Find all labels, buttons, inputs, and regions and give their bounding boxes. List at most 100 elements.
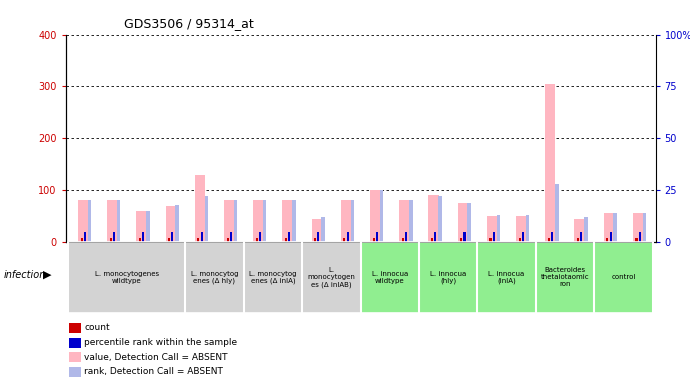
- Bar: [519, 238, 521, 242]
- Bar: [312, 218, 322, 242]
- Text: rank, Detection Call = ABSENT: rank, Detection Call = ABSENT: [84, 367, 223, 376]
- Bar: [580, 232, 582, 242]
- Bar: [107, 200, 117, 242]
- Bar: [545, 84, 555, 242]
- Bar: [594, 242, 653, 313]
- Bar: [201, 232, 203, 242]
- Bar: [346, 232, 348, 242]
- Bar: [467, 202, 471, 242]
- Bar: [405, 232, 407, 242]
- Bar: [317, 232, 319, 242]
- Bar: [166, 206, 176, 242]
- Bar: [204, 196, 208, 242]
- Bar: [88, 200, 91, 242]
- Bar: [633, 214, 643, 242]
- Bar: [186, 242, 244, 313]
- Bar: [516, 216, 526, 242]
- Bar: [551, 232, 553, 242]
- Bar: [175, 205, 179, 242]
- Bar: [285, 238, 287, 242]
- Bar: [230, 232, 232, 242]
- Bar: [117, 200, 121, 242]
- Bar: [226, 238, 228, 242]
- Bar: [577, 238, 579, 242]
- Bar: [139, 238, 141, 242]
- Bar: [197, 238, 199, 242]
- Bar: [639, 232, 641, 242]
- Bar: [604, 214, 614, 242]
- Bar: [360, 242, 419, 313]
- Text: count: count: [84, 323, 110, 333]
- Bar: [83, 232, 86, 242]
- Bar: [113, 232, 115, 242]
- Bar: [457, 203, 468, 242]
- Bar: [402, 238, 404, 242]
- Bar: [438, 196, 442, 242]
- Bar: [487, 216, 497, 242]
- Bar: [434, 232, 436, 242]
- Bar: [409, 200, 413, 242]
- Bar: [137, 211, 146, 242]
- Bar: [168, 238, 170, 242]
- Bar: [341, 200, 351, 242]
- Bar: [78, 200, 88, 242]
- Bar: [171, 232, 173, 242]
- Text: L. monocytogenes
wildtype: L. monocytogenes wildtype: [95, 271, 159, 284]
- Text: L. monocytog
enes (Δ hly): L. monocytog enes (Δ hly): [190, 271, 238, 284]
- Bar: [642, 213, 646, 242]
- Bar: [584, 217, 588, 242]
- Bar: [256, 238, 258, 242]
- Text: Bacteroides
thetaiotaomic
ron: Bacteroides thetaiotaomic ron: [541, 267, 589, 288]
- Bar: [344, 238, 346, 242]
- Bar: [288, 232, 290, 242]
- Text: L.
monocytogen
es (Δ inlAB): L. monocytogen es (Δ inlAB): [307, 267, 355, 288]
- Bar: [431, 238, 433, 242]
- Bar: [110, 238, 112, 242]
- Bar: [635, 238, 638, 242]
- Bar: [609, 232, 611, 242]
- Bar: [146, 211, 150, 242]
- Bar: [81, 238, 83, 242]
- Bar: [464, 232, 466, 242]
- Bar: [613, 213, 617, 242]
- Bar: [477, 242, 535, 313]
- Text: value, Detection Call = ABSENT: value, Detection Call = ABSENT: [84, 353, 228, 362]
- Text: L. innocua
(inlA): L. innocua (inlA): [489, 271, 524, 284]
- Bar: [351, 200, 354, 242]
- Bar: [263, 200, 266, 242]
- Bar: [68, 242, 186, 313]
- Bar: [522, 232, 524, 242]
- Bar: [535, 242, 594, 313]
- Bar: [322, 217, 325, 242]
- Bar: [428, 195, 439, 242]
- Text: control: control: [611, 275, 635, 280]
- Bar: [419, 242, 477, 313]
- Bar: [292, 200, 296, 242]
- Bar: [253, 200, 264, 242]
- Text: percentile rank within the sample: percentile rank within the sample: [84, 338, 237, 347]
- Text: ▶: ▶: [43, 270, 52, 280]
- Bar: [400, 200, 409, 242]
- Bar: [259, 232, 261, 242]
- Bar: [373, 238, 375, 242]
- Text: GDS3506 / 95314_at: GDS3506 / 95314_at: [124, 17, 254, 30]
- Bar: [526, 215, 529, 242]
- Bar: [555, 184, 558, 242]
- Bar: [195, 175, 205, 242]
- Text: infection: infection: [3, 270, 46, 280]
- Bar: [497, 215, 500, 242]
- Bar: [548, 238, 550, 242]
- Bar: [380, 190, 384, 242]
- Bar: [302, 242, 361, 313]
- Bar: [314, 238, 316, 242]
- Bar: [234, 200, 237, 242]
- Bar: [493, 232, 495, 242]
- Bar: [607, 238, 609, 242]
- Bar: [575, 218, 584, 242]
- Text: L. innocua
wildtype: L. innocua wildtype: [372, 271, 408, 284]
- Bar: [489, 238, 491, 242]
- Bar: [142, 232, 144, 242]
- Text: L. monocytog
enes (Δ inlA): L. monocytog enes (Δ inlA): [249, 271, 297, 284]
- Bar: [244, 242, 302, 313]
- Bar: [224, 200, 234, 242]
